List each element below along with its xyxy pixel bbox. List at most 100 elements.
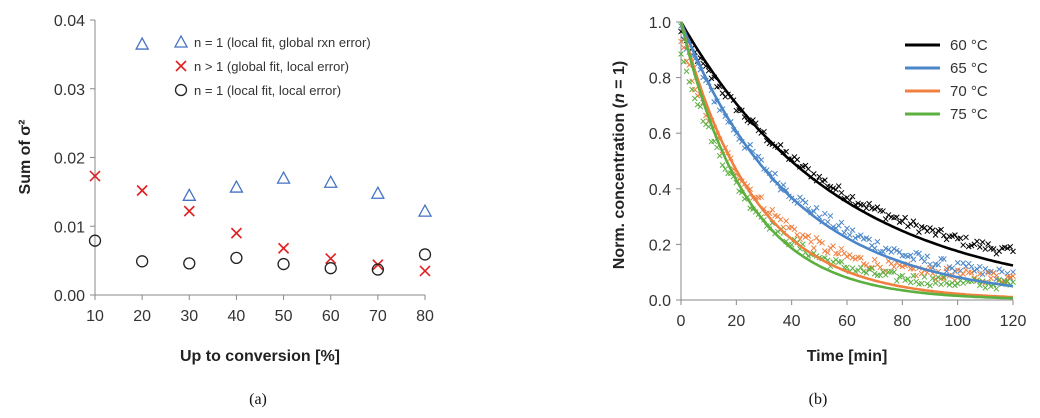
chart-b-point bbox=[988, 275, 994, 282]
chart-b-point bbox=[893, 214, 900, 221]
chart-a-legend-marker-1 bbox=[175, 60, 187, 72]
chart-a-x-tick-label: 10 bbox=[86, 308, 104, 325]
chart-b-point bbox=[940, 275, 947, 282]
chart-b-point bbox=[988, 283, 994, 290]
chart-b-x-tick-label: 100 bbox=[944, 313, 971, 330]
chart-a-point-series-1 bbox=[230, 227, 242, 239]
chart-b-ylabel: Norm. concentration (n = 1) bbox=[611, 61, 628, 269]
chart-b-point bbox=[916, 250, 922, 257]
chart-a-point-series-2 bbox=[418, 248, 432, 261]
chart-b-point bbox=[891, 269, 897, 276]
chart-b-point bbox=[976, 282, 983, 289]
chart-b-y-tick-label: 1.0 bbox=[649, 15, 671, 32]
chart-a-y-tick-label: 0.03 bbox=[54, 82, 85, 99]
chart-b-point bbox=[716, 152, 723, 159]
chart-b-point bbox=[810, 171, 817, 177]
chart-a-point-series-1 bbox=[419, 265, 431, 277]
chart-b-point bbox=[1007, 243, 1014, 250]
chart-b-point bbox=[943, 265, 950, 272]
chart-b-point bbox=[844, 264, 850, 271]
chart-b-point bbox=[816, 173, 823, 180]
chart-b-point bbox=[1010, 279, 1016, 286]
chart-b-point bbox=[910, 272, 917, 279]
chart-b-point bbox=[924, 280, 931, 287]
chart-a-point-series-1 bbox=[183, 205, 195, 217]
chart-b-point bbox=[678, 51, 684, 57]
chart-b-point bbox=[822, 248, 828, 254]
chart-b-point bbox=[838, 258, 845, 265]
chart-b-point bbox=[999, 268, 1005, 275]
chart-b-point bbox=[938, 281, 944, 288]
chart-a-point-series-1 bbox=[89, 170, 101, 182]
chart-b-point bbox=[852, 235, 859, 241]
chart-a-point-series-0 bbox=[417, 203, 433, 217]
chart-b-point bbox=[805, 233, 812, 239]
chart-b-point bbox=[813, 204, 820, 211]
chart-b-point bbox=[797, 236, 803, 242]
chart-a-point-series-1 bbox=[136, 184, 148, 197]
chart-b-point bbox=[1004, 245, 1011, 252]
chart-b-point bbox=[990, 246, 997, 252]
chart-b-point bbox=[838, 189, 845, 196]
chart-a-point-series-2 bbox=[88, 234, 102, 247]
chart-b-point bbox=[880, 208, 886, 214]
chart-b-point bbox=[982, 284, 989, 291]
chart-b-point bbox=[719, 90, 726, 97]
chart-b-point bbox=[910, 218, 917, 225]
chart-a-point-series-1 bbox=[278, 242, 290, 254]
chart-a-y-tick-label: 0.01 bbox=[54, 219, 85, 236]
chart-b-point bbox=[838, 245, 845, 252]
chart-b-point bbox=[954, 259, 961, 266]
chart-b-point bbox=[849, 193, 856, 200]
chart-b-point bbox=[794, 231, 801, 238]
chart-b-ylabel-main: Norm. concentration ( bbox=[611, 102, 628, 269]
chart-b-point bbox=[810, 245, 817, 251]
chart-b-point bbox=[943, 268, 950, 275]
chart-b-legend-label-2: 70 °C bbox=[950, 83, 988, 100]
chart-b-point bbox=[982, 246, 989, 252]
chart-b-point bbox=[830, 243, 837, 249]
chart-b-point bbox=[960, 242, 967, 248]
chart-b-point bbox=[838, 219, 845, 226]
chart-b-point bbox=[857, 232, 864, 239]
chart-a-point-series-2 bbox=[183, 257, 196, 270]
chart-a-point-series-0 bbox=[370, 185, 385, 199]
chart-b-point bbox=[827, 183, 834, 190]
chart-b-point bbox=[929, 275, 936, 282]
chart-b-x-tick-label: 0 bbox=[677, 313, 686, 330]
chart-a-x-tick-label: 70 bbox=[369, 308, 387, 325]
chart-a-legend-marker-2 bbox=[174, 83, 188, 97]
chart-a-point-series-2 bbox=[277, 257, 290, 271]
chart-b-point bbox=[954, 267, 961, 273]
chart-b: 0 20 40 60 80 100 120 0.0 0.2 0.4 0.6 0.8 1.0 Time … bbox=[611, 15, 1026, 408]
chart-b-y-tick-label: 0.4 bbox=[649, 182, 671, 199]
chart-a-y-tick-label: 0.04 bbox=[54, 13, 85, 30]
chart-a-point-series-2 bbox=[135, 255, 149, 268]
chart-b-point bbox=[866, 200, 872, 207]
chart-b-point bbox=[993, 285, 1000, 292]
chart-a-point-series-0 bbox=[229, 179, 244, 193]
chart-b-point bbox=[691, 95, 698, 102]
chart-b-fit-line-0 bbox=[679, 21, 1014, 267]
chart-b-point bbox=[952, 282, 958, 289]
chart-b-point bbox=[946, 282, 953, 288]
chart-b-point bbox=[683, 68, 690, 75]
chart-b-legend-label-0: 60 °C bbox=[950, 37, 988, 54]
chart-a-point-series-1 bbox=[372, 259, 384, 271]
chart-b-point bbox=[869, 264, 875, 271]
chart-a-x-tick-label: 20 bbox=[133, 308, 151, 325]
chart-b-point bbox=[899, 218, 906, 225]
chart-b-point bbox=[882, 245, 889, 252]
chart-a-point-series-2 bbox=[371, 263, 385, 276]
chart-b-point bbox=[802, 199, 809, 206]
chart-b-point bbox=[932, 232, 939, 238]
chart-b-point bbox=[905, 276, 911, 282]
chart-b-point bbox=[871, 270, 878, 277]
chart-b-point bbox=[719, 162, 726, 168]
chart-b-y-tick-label: 0.0 bbox=[649, 293, 671, 310]
chart-b-point bbox=[940, 232, 947, 239]
chart-b-point bbox=[830, 185, 837, 192]
chart-b-point bbox=[974, 238, 980, 245]
chart-b-panel-label: (b) bbox=[809, 391, 828, 408]
